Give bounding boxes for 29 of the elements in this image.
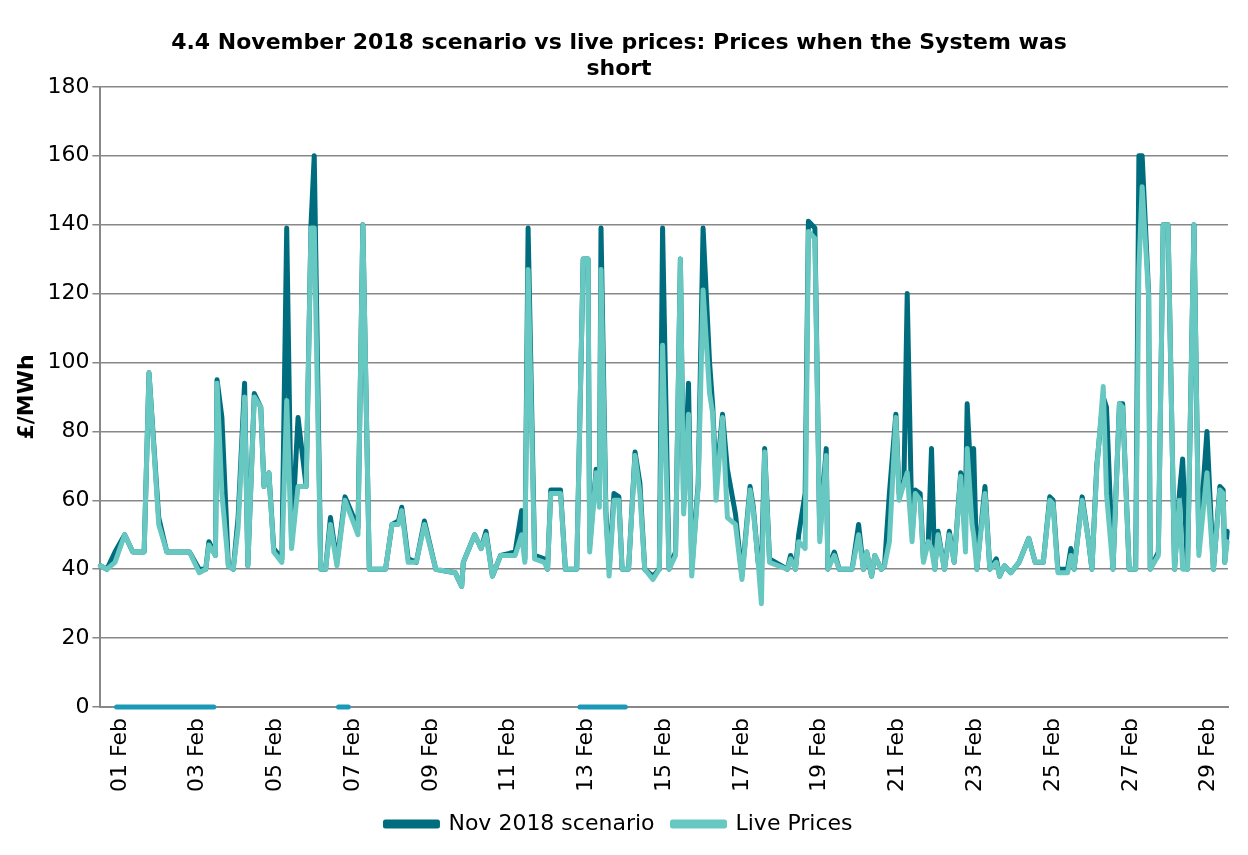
- x-tick-label: 07 Feb: [338, 718, 364, 793]
- x-tick-label: 19 Feb: [805, 718, 831, 793]
- y-tick-label: 140: [47, 210, 90, 236]
- x-tick-label: 29 Feb: [1194, 718, 1220, 793]
- y-tick-label: 60: [61, 486, 90, 512]
- y-tick-label: 0: [75, 692, 90, 718]
- x-tick-label: 25 Feb: [1038, 718, 1064, 793]
- x-tick-label: 27 Feb: [1116, 718, 1142, 793]
- y-axis-title: £/MWh: [12, 354, 38, 440]
- y-tick-label: 120: [47, 279, 90, 305]
- y-tick-label: 160: [47, 141, 90, 167]
- x-tick-label: 11 Feb: [494, 718, 520, 793]
- y-tick-label: 40: [61, 554, 90, 580]
- chart-title: 4.4 November 2018 scenario vs live prices: Prices when the System was short: [171, 28, 1067, 81]
- y-tick-label: 180: [47, 72, 90, 98]
- legend-label: Live Prices: [735, 809, 853, 835]
- x-tick-label: 13 Feb: [572, 718, 598, 793]
- legend-label: Nov 2018 scenario: [448, 809, 655, 835]
- x-tick-label: 21 Feb: [883, 718, 909, 793]
- x-tick-label: 01 Feb: [105, 718, 131, 793]
- x-tick-label: 05 Feb: [261, 718, 287, 793]
- x-tick-label: 03 Feb: [183, 718, 209, 793]
- x-tick-label: 17 Feb: [727, 718, 753, 793]
- x-tick-label: 15 Feb: [649, 718, 675, 793]
- y-tick-label: 80: [61, 417, 90, 443]
- y-tick-label: 20: [61, 623, 90, 649]
- x-tick-label: 23 Feb: [960, 718, 986, 793]
- y-tick-label: 100: [47, 348, 90, 374]
- x-tick-label: 09 Feb: [416, 718, 442, 793]
